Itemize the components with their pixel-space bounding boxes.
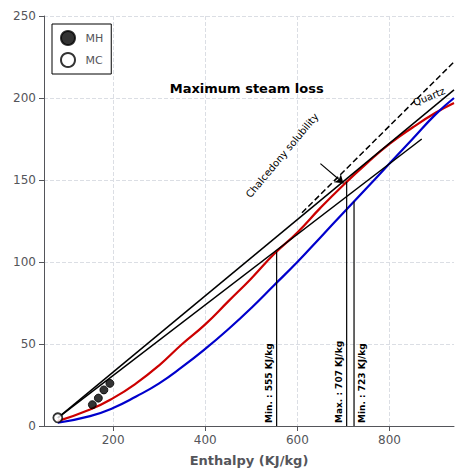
svg-text:MH: MH xyxy=(86,32,104,45)
svg-text:150: 150 xyxy=(13,173,36,187)
svg-text:0: 0 xyxy=(28,419,36,433)
svg-text:Min. : 723 KJ/kg: Min. : 723 KJ/kg xyxy=(357,343,367,423)
svg-text:Enthalpy (KJ/kg): Enthalpy (KJ/kg) xyxy=(190,453,309,468)
svg-text:600: 600 xyxy=(286,433,309,447)
svg-text:Max. : 707 KJ/kg: Max. : 707 KJ/kg xyxy=(334,341,344,423)
svg-text:200: 200 xyxy=(102,433,125,447)
svg-text:Chalcedony solubility: Chalcedony solubility xyxy=(243,111,320,200)
svg-text:400: 400 xyxy=(194,433,217,447)
svg-text:800: 800 xyxy=(378,433,401,447)
svg-text:200: 200 xyxy=(13,91,36,105)
svg-text:250: 250 xyxy=(13,9,36,23)
svg-text:Min. : 555 KJ/kg: Min. : 555 KJ/kg xyxy=(264,343,274,423)
svg-text:MC: MC xyxy=(86,54,103,67)
svg-text:Maximum steam loss: Maximum steam loss xyxy=(170,81,324,96)
svg-text:50: 50 xyxy=(21,337,36,351)
svg-text:100: 100 xyxy=(13,255,36,269)
svg-text:Quartz: Quartz xyxy=(411,85,446,108)
